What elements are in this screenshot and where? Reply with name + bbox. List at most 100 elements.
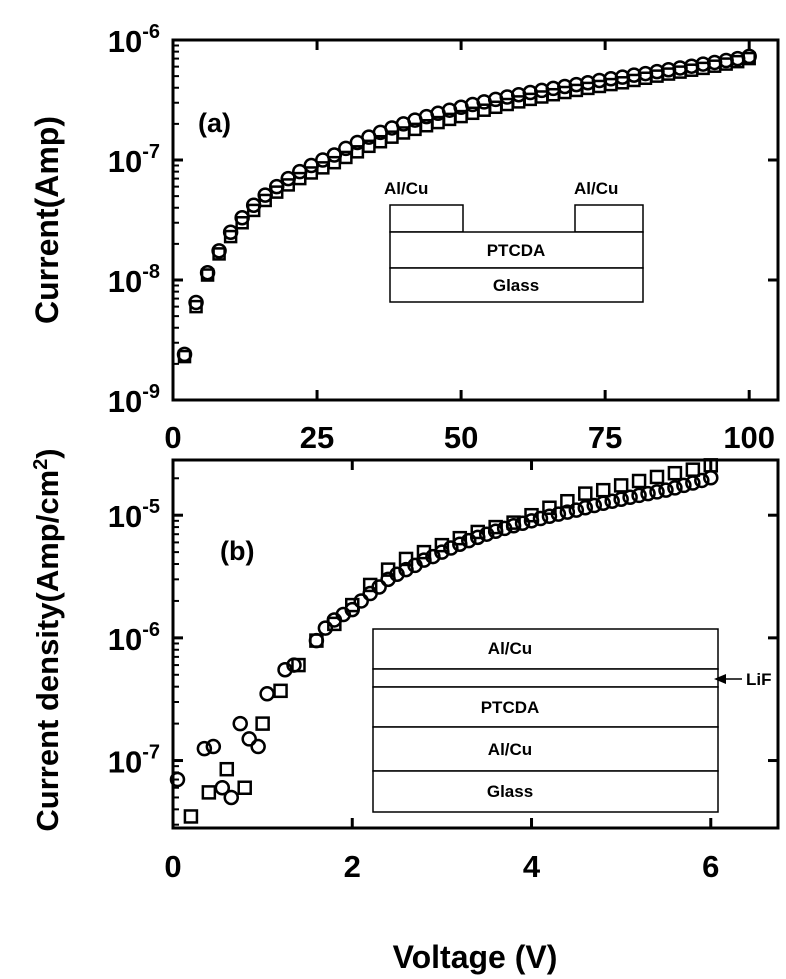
data-point-square-b <box>560 493 575 509</box>
x-tick-label-b: 0 <box>164 849 181 884</box>
data-point-circle-b <box>667 480 683 496</box>
b-ticks: 0 2 4 6 10-7 10-6 10-5 <box>108 460 778 884</box>
data-point-square-a <box>189 299 203 314</box>
inset-device-a: Al/Cu Al/Cu PTCDA Glass <box>384 179 644 303</box>
y-tick-label-a: 10-7 <box>108 141 160 179</box>
data-point-circle-b <box>308 632 325 649</box>
data-point-circle-b <box>631 487 647 504</box>
data-point-circle-b <box>416 552 432 568</box>
data-point-square-a <box>212 247 226 261</box>
a-data-points <box>176 48 757 364</box>
y-axis-label-b-close: ) <box>30 448 65 458</box>
inset-label-alcu-top-b: Al/Cu <box>488 639 532 658</box>
y-tick-label-b: 10-6 <box>108 619 160 657</box>
data-point-circle-b <box>658 482 674 498</box>
data-point-square-b <box>434 537 450 553</box>
data-point-square-a <box>177 349 192 364</box>
data-point-circle-b <box>604 493 620 509</box>
inset-label-alcu-bottom-b: Al/Cu <box>488 740 532 759</box>
data-point-circle-b <box>398 561 414 578</box>
x-axis-label: Voltage (V) <box>393 939 558 975</box>
data-point-circle-b <box>362 585 378 602</box>
inset-lif-arrowhead <box>714 674 726 684</box>
data-point-circle-b <box>232 715 248 732</box>
inset-layer-glass-a <box>389 267 644 303</box>
inset-label-ptcda-b: PTCDA <box>481 698 540 717</box>
inset-layer-ptcda-a <box>389 231 644 269</box>
data-point-square-b <box>470 524 485 540</box>
inset-label-glass-b: Glass <box>487 782 533 801</box>
inset-layer-alcu-top-b <box>372 628 719 670</box>
y-tick-label-a: 10-9 <box>108 381 160 419</box>
data-point-square-b <box>631 473 647 489</box>
a-ticks: 0 25 50 75 100 10-9 10-8 10-7 10-6 <box>108 21 778 455</box>
data-point-square-b <box>703 458 719 473</box>
data-point-square-b <box>345 597 360 613</box>
data-point-circle-b <box>622 489 638 506</box>
data-point-circle-b <box>461 532 477 549</box>
data-point-circle-b <box>649 484 665 500</box>
data-point-circle-b <box>559 504 576 520</box>
x-tick-label-a: 100 <box>723 420 775 455</box>
data-point-square-b <box>524 507 539 523</box>
data-point-square-b <box>506 515 521 530</box>
data-point-square-b <box>685 462 701 477</box>
data-point-square-a <box>235 215 249 230</box>
data-point-circle-b <box>389 566 405 583</box>
x-tick-label-b: 4 <box>523 849 541 884</box>
data-point-square-b <box>219 761 235 777</box>
data-point-square-b <box>578 486 593 501</box>
data-point-square-a <box>742 51 756 66</box>
data-point-square-b <box>452 530 468 546</box>
data-point-square-a <box>223 229 238 244</box>
x-tick-label-a: 75 <box>588 420 622 455</box>
data-point-circle-b <box>425 548 441 565</box>
data-point-circle-b <box>568 502 585 518</box>
inset-layer-ptcda-b <box>372 686 719 728</box>
data-point-square-b <box>416 544 432 560</box>
inset-label-ptcda-a: PTCDA <box>487 241 546 260</box>
data-point-square-b <box>362 577 378 593</box>
data-point-square-b <box>291 657 306 673</box>
data-point-circle-b <box>640 485 656 502</box>
data-point-square-b <box>649 469 665 485</box>
data-point-square-b <box>327 616 342 632</box>
data-point-circle-b <box>505 518 522 534</box>
data-point-circle-b <box>353 593 369 609</box>
data-point-circle-b <box>577 500 594 516</box>
data-point-square-b <box>273 683 288 699</box>
inset-layer-alcu-bottom-b <box>372 726 719 772</box>
data-point-circle-b <box>196 740 213 757</box>
y-axis-label-b: Current density(Amp/cm2) <box>30 448 65 831</box>
data-point-square-b <box>201 785 217 800</box>
y-tick-label-b: 10-7 <box>108 742 160 780</box>
data-point-circle-b <box>514 515 531 531</box>
data-point-square-b <box>255 716 270 731</box>
x-tick-label-a: 25 <box>300 420 334 455</box>
data-point-circle-b <box>317 620 334 636</box>
plot-frame-a <box>171 38 780 402</box>
data-point-circle-b <box>371 579 387 595</box>
data-point-circle-b <box>250 738 266 755</box>
data-point-circle-b <box>532 510 549 527</box>
inset-label-glass-a: Glass <box>493 276 539 295</box>
data-point-circle-b <box>205 738 222 755</box>
x-tick-label-a: 0 <box>164 420 181 455</box>
data-point-circle-b <box>694 472 710 489</box>
data-point-square-a <box>200 268 215 282</box>
b-data-points <box>169 458 719 824</box>
inset-device-b: Al/Cu LiF PTCDA Al/Cu Glass <box>372 628 772 813</box>
inset-label-contact-right-a: Al/Cu <box>574 179 618 198</box>
x-tick-label-a: 50 <box>444 420 478 455</box>
data-point-square-b <box>613 478 629 493</box>
data-point-circle-b <box>613 491 629 507</box>
data-point-circle-b <box>703 469 719 486</box>
panel-b: 0 2 4 610-710-610-5 Current density(Amp/cm2… <box>30 448 780 884</box>
data-point-circle-b <box>685 475 701 491</box>
inset-label-contact-left-a: Al/Cu <box>384 179 428 198</box>
inset-contact-left-a <box>389 204 464 233</box>
data-point-circle-b <box>443 540 459 556</box>
data-point-square-b <box>380 562 396 577</box>
y-tick-label-b: 10-5 <box>108 496 160 534</box>
